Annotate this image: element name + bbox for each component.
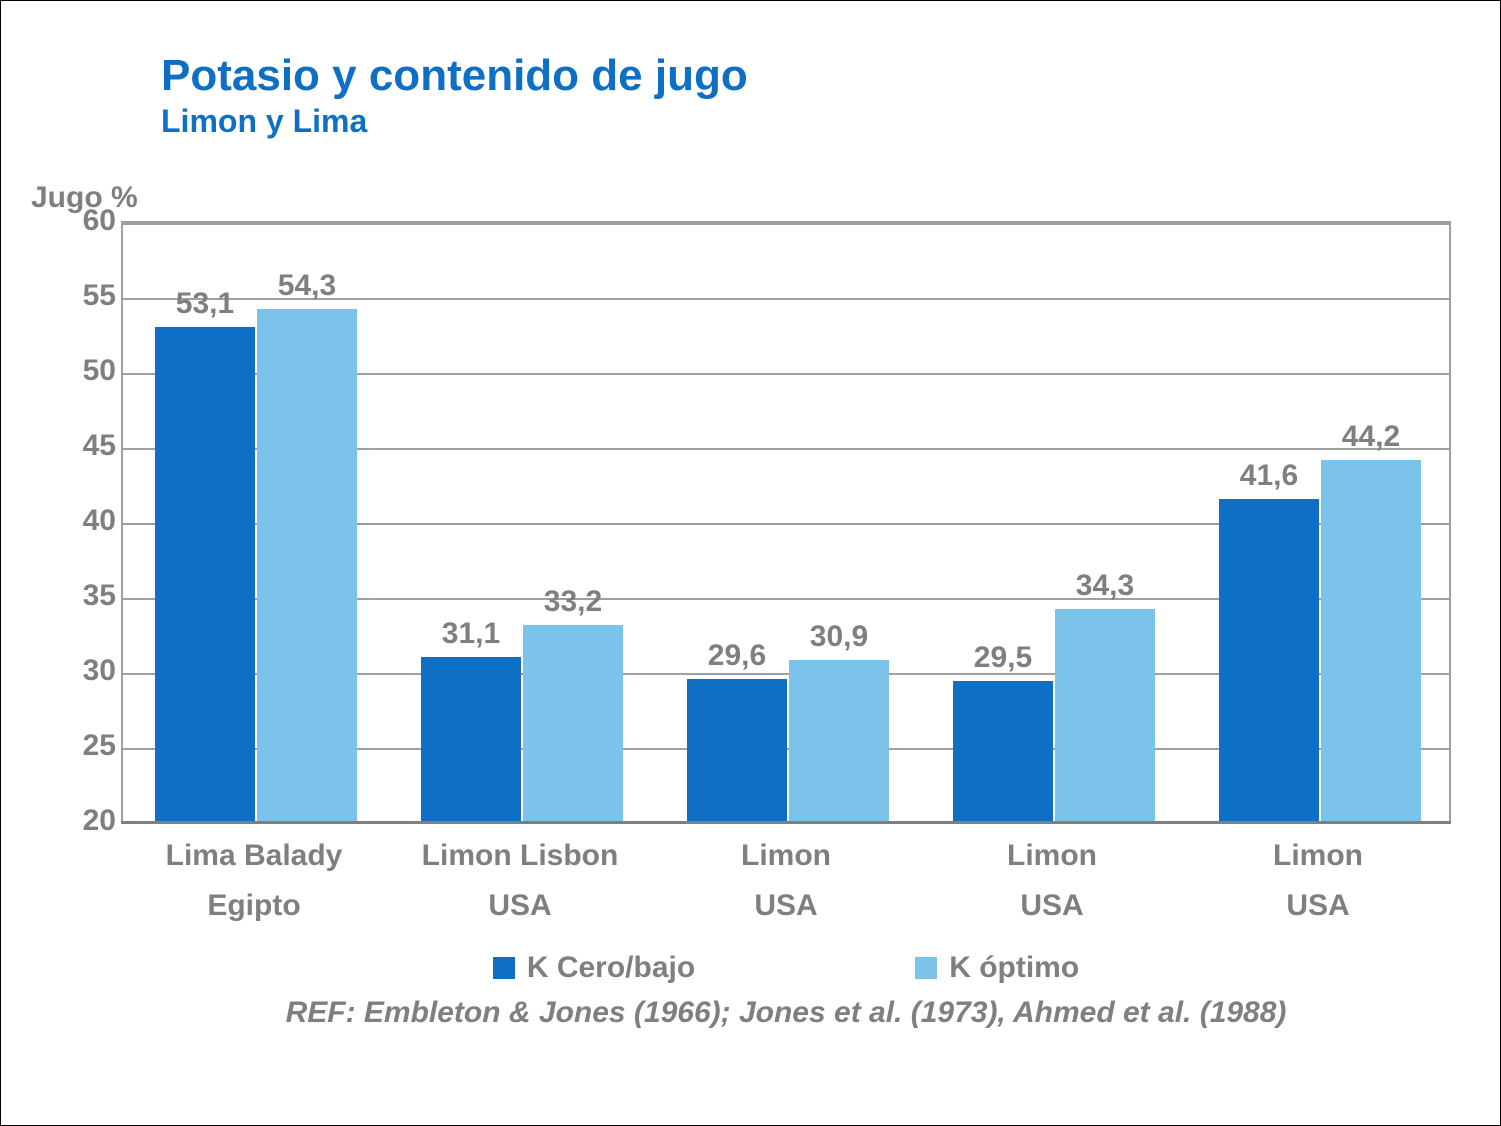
- x-category-label-line1: Limon: [919, 839, 1185, 873]
- x-category-label-line1: Limon: [653, 839, 919, 873]
- bar: 30,9: [789, 660, 889, 824]
- bars-layer: 53,154,331,133,229,630,929,534,341,644,2: [123, 223, 1453, 823]
- bar: 29,5: [953, 681, 1053, 824]
- bar-value-label: 29,5: [974, 641, 1032, 681]
- y-tick-label: 35: [61, 579, 116, 613]
- bar: 54,3: [257, 309, 357, 824]
- y-tick-label: 50: [61, 354, 116, 388]
- chart-subtitle: Limon y Lima: [161, 103, 1480, 140]
- x-category-label-line2: USA: [919, 889, 1185, 923]
- bar-value-label: 30,9: [810, 620, 868, 660]
- legend-swatch: [915, 957, 937, 979]
- plot-area: 53,154,331,133,229,630,929,534,341,644,2: [121, 221, 1451, 821]
- bar: 34,3: [1055, 609, 1155, 824]
- bar-value-label: 53,1: [176, 287, 234, 327]
- x-category-label-line1: Limon: [1185, 839, 1451, 873]
- reference-citation: REF: Embleton & Jones (1966); Jones et a…: [121, 996, 1451, 1030]
- x-category-label-line2: USA: [1185, 889, 1451, 923]
- bar: 31,1: [421, 657, 521, 824]
- bar: 29,6: [687, 679, 787, 823]
- bar-value-label: 54,3: [278, 269, 336, 309]
- x-category-label-line2: USA: [387, 889, 653, 923]
- y-tick-label: 60: [61, 204, 116, 238]
- chart-area: 202530354045505560 53,154,331,133,229,63…: [61, 221, 1461, 1081]
- x-category-label-line1: Limon Lisbon: [387, 839, 653, 873]
- bar: 53,1: [155, 327, 255, 824]
- x-axis-line: [121, 821, 1451, 824]
- x-category-label-line1: Lima Balady: [121, 839, 387, 873]
- y-tick-label: 30: [61, 654, 116, 688]
- legend-label: K Cero/bajo: [527, 951, 695, 985]
- y-tick-label: 25: [61, 729, 116, 763]
- x-category-label-line2: USA: [653, 889, 919, 923]
- legend-item: K Cero/bajo: [493, 951, 695, 985]
- legend-swatch: [493, 957, 515, 979]
- chart-title: Potasio y contenido de jugo: [161, 51, 1480, 101]
- bar-value-label: 34,3: [1076, 569, 1134, 609]
- legend-item: K óptimo: [915, 951, 1079, 985]
- bar-value-label: 44,2: [1342, 420, 1400, 460]
- bar-value-label: 29,6: [708, 639, 766, 679]
- bar: 33,2: [523, 625, 623, 823]
- x-category-label-line2: Egipto: [121, 889, 387, 923]
- title-block: Potasio y contenido de jugo Limon y Lima: [21, 21, 1480, 140]
- y-tick-label: 45: [61, 429, 116, 463]
- bar: 44,2: [1321, 460, 1421, 823]
- legend-label: K óptimo: [949, 951, 1079, 985]
- bar-value-label: 33,2: [544, 585, 602, 625]
- chart-page: Potasio y contenido de jugo Limon y Lima…: [0, 0, 1501, 1126]
- bar-value-label: 31,1: [442, 617, 500, 657]
- bar: 41,6: [1219, 499, 1319, 823]
- y-tick-label: 40: [61, 504, 116, 538]
- y-tick-label: 20: [61, 804, 116, 838]
- bar-value-label: 41,6: [1240, 459, 1298, 499]
- y-tick-label: 55: [61, 279, 116, 313]
- legend: K Cero/bajo K óptimo: [121, 951, 1451, 987]
